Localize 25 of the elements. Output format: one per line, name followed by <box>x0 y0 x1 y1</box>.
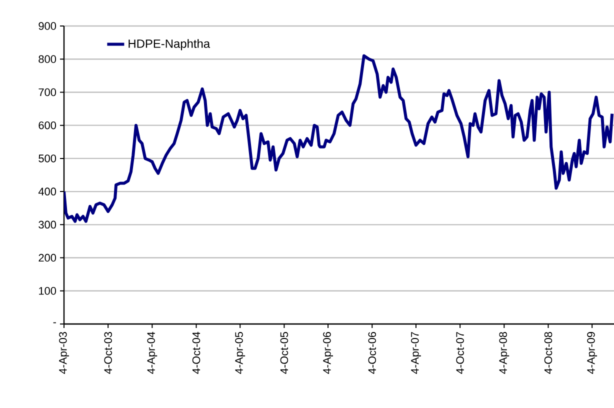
y-tick-label: 600 <box>38 121 56 130</box>
line-series <box>64 54 614 223</box>
x-tick-label: 4-Apr-06 <box>323 332 333 374</box>
y-tick-label: 900 <box>38 22 56 30</box>
y-tick-label: 700 <box>38 88 56 96</box>
y-tick-label: 100 <box>39 287 56 295</box>
x-tick-label: 4-Apr-07 <box>411 332 421 374</box>
x-tick-label: 4-Oct-07 <box>456 332 464 374</box>
x-tick-label: 4-Oct-04 <box>192 332 200 374</box>
x-tick-label: 4-Apr-03 <box>59 332 69 374</box>
y-tick-label: 400 <box>38 188 56 196</box>
y-tick-label: 300 <box>38 220 56 229</box>
x-tick-label: 4-Apr-05 <box>235 332 246 374</box>
x-tick-label: 4-Apr-08 <box>499 332 510 374</box>
y-tick-label: 500 <box>38 154 56 162</box>
x-tick-label: 4-Oct-06 <box>368 332 376 374</box>
y-tick-label: 800 <box>38 55 56 63</box>
x-tick-label: 4-Apr-04 <box>147 332 158 374</box>
y-tick-label: 200 <box>38 254 56 262</box>
x-tick-label: 4-Apr-09 <box>587 332 598 374</box>
x-tick-label: 4-Oct-03 <box>104 332 112 374</box>
legend-label: HDPE-Naphtha <box>128 39 210 50</box>
y-tick-label: - <box>53 322 56 324</box>
x-tick-label: 4-Oct-05 <box>280 332 288 374</box>
x-tick-label: 4-Oct-08 <box>544 332 552 374</box>
